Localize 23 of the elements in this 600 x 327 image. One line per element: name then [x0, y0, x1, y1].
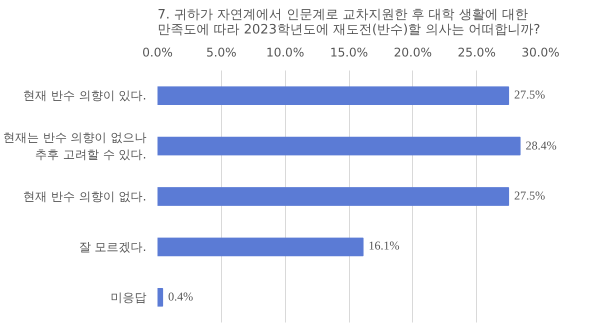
- data-label: 27.5%: [514, 188, 546, 204]
- x-tick-label: 30.0%: [521, 46, 560, 60]
- data-label: 16.1%: [368, 238, 400, 254]
- bar: [158, 288, 164, 307]
- x-tick-label: 15.0%: [330, 46, 368, 60]
- data-label: 28.4%: [526, 138, 557, 154]
- y-tick-label: 현재는 반수 의향이 없으나 추후 고려할 수 있다.: [3, 130, 147, 162]
- y-tick-label: 잘 모르겠다.: [78, 240, 147, 254]
- chart-title: 7. 귀하가 자연계에서 인문계로 교차지원한 후 대학 생활에 대한 만족도에 따라 2023학년도에 재도전(반수)할 의사는 어떠합니까?: [158, 8, 540, 38]
- y-tick-label: 현재 반수 의향이 없다.: [23, 190, 147, 204]
- x-tick-label: 0.0%: [142, 46, 173, 60]
- data-label: 27.5%: [514, 88, 546, 103]
- data-label: 0.4%: [168, 289, 194, 304]
- x-tick-label: 25.0%: [458, 46, 496, 60]
- y-tick-label: 현재 반수 의향이 있다.: [23, 88, 147, 103]
- x-tick-label: 20.0%: [394, 46, 432, 60]
- bar: [158, 238, 364, 256]
- x-tick-label: 10.0%: [266, 46, 304, 60]
- bar: [158, 136, 521, 156]
- y-tick-label: 미응답: [110, 290, 146, 304]
- bar: [158, 86, 510, 106]
- bar: [158, 187, 510, 206]
- x-tick-label: 5.0%: [206, 46, 237, 60]
